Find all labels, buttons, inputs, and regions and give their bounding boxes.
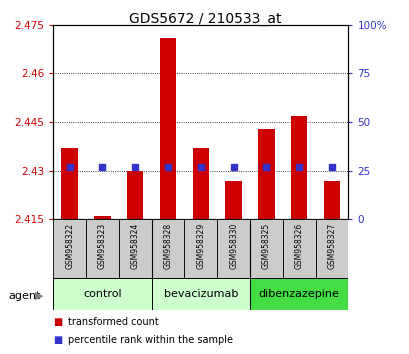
Text: GDS5672 / 210533_at: GDS5672 / 210533_at xyxy=(128,12,281,27)
Bar xyxy=(282,219,315,278)
Text: bevacizumab: bevacizumab xyxy=(163,289,238,299)
Text: GSM958324: GSM958324 xyxy=(130,222,139,269)
Text: GSM958328: GSM958328 xyxy=(163,222,172,269)
Bar xyxy=(258,129,274,219)
Text: GSM958323: GSM958323 xyxy=(98,222,107,269)
Text: GSM958330: GSM958330 xyxy=(229,222,238,269)
Bar xyxy=(249,219,282,278)
Bar xyxy=(192,148,209,219)
Bar xyxy=(86,219,119,278)
Text: ▶: ▶ xyxy=(35,291,43,301)
Bar xyxy=(151,278,249,310)
Text: GSM958326: GSM958326 xyxy=(294,222,303,269)
Bar xyxy=(94,216,110,219)
Bar xyxy=(184,219,217,278)
Text: agent: agent xyxy=(8,291,40,301)
Bar xyxy=(53,278,151,310)
Text: ■: ■ xyxy=(53,335,63,345)
Text: GSM958325: GSM958325 xyxy=(261,222,270,269)
Bar xyxy=(127,171,143,219)
Bar xyxy=(217,219,249,278)
Text: GSM958329: GSM958329 xyxy=(196,222,205,269)
Text: percentile rank within the sample: percentile rank within the sample xyxy=(67,335,232,345)
Bar xyxy=(315,219,348,278)
Bar xyxy=(53,219,86,278)
Text: GSM958327: GSM958327 xyxy=(327,222,336,269)
Bar xyxy=(323,181,339,219)
Bar xyxy=(61,148,78,219)
Text: transformed count: transformed count xyxy=(67,317,158,327)
Bar xyxy=(225,181,241,219)
Bar xyxy=(151,219,184,278)
Bar xyxy=(160,38,176,219)
Text: ■: ■ xyxy=(53,317,63,327)
Text: control: control xyxy=(83,289,121,299)
Bar xyxy=(119,219,151,278)
Bar xyxy=(290,116,307,219)
Text: GSM958322: GSM958322 xyxy=(65,222,74,269)
Bar xyxy=(249,278,348,310)
Text: dibenzazepine: dibenzazepine xyxy=(258,289,339,299)
